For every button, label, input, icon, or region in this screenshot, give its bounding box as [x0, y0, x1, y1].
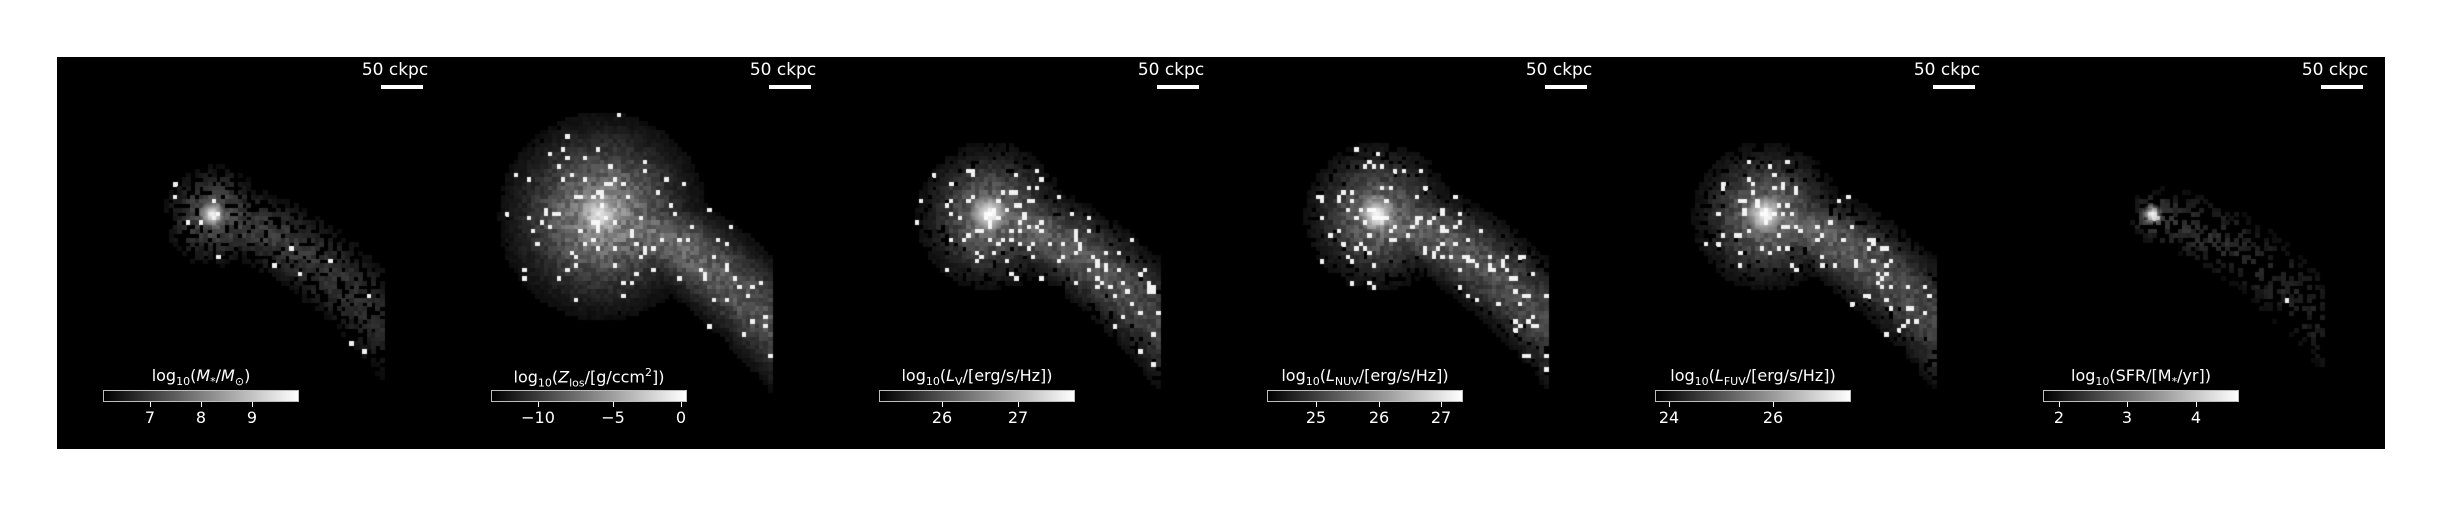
colorbar-tick — [942, 402, 943, 407]
colorbar-label: log10(LV/[erg/s/Hz]) — [901, 366, 1053, 389]
scalebar-label: 50 ckpc — [749, 60, 817, 80]
colorbar: log10(LFUV/[erg/s/Hz]) 24 26 — [1655, 366, 1851, 427]
scalebar-line — [1545, 85, 1587, 89]
colorbar-gradient — [879, 390, 1075, 402]
colorbar-label: log10(M*/M⊙) — [151, 366, 251, 389]
colorbar-tick-label: 26 — [1762, 408, 1784, 427]
colorbar-label: log10(SFR/[M*/yr]) — [2071, 366, 2211, 389]
panel-nuv-luminosity: 50 ckpc log10(LNUV/[erg/s/Hz]) 25 26 27 — [1221, 57, 1609, 449]
colorbar-tick-label: 7 — [144, 408, 156, 427]
colorbar-tick-label: −10 — [521, 408, 555, 427]
colorbar-tick-label: 27 — [1430, 408, 1452, 427]
scalebar-line — [769, 85, 811, 89]
panel-sfr: 50 ckpc log10(SFR/[M*/yr]) 2 3 4 — [1997, 57, 2385, 449]
colorbar: log10(LNUV/[erg/s/Hz]) 25 26 27 — [1267, 366, 1463, 427]
scalebar-line — [1933, 85, 1975, 89]
colorbar-tick-label: 26 — [1368, 408, 1390, 427]
colorbar-tick-label: 26 — [931, 408, 953, 427]
colorbar-tick — [2059, 402, 2060, 407]
colorbar-tick — [1669, 402, 1670, 407]
colorbar-tick — [1316, 402, 1317, 407]
colorbar-tick — [2196, 402, 2197, 407]
panel-stellar-mass: 50 ckpc log10(M*/M⊙) 7 8 9 — [57, 57, 445, 449]
colorbar-label: log10(Zlos/[g/ccm2]) — [513, 366, 665, 390]
map-image — [57, 57, 445, 449]
colorbar: log10(Zlos/[g/ccm2]) −10 −5 0 — [491, 366, 687, 427]
scalebar-line — [381, 85, 423, 89]
colorbar-label: log10(LNUV/[erg/s/Hz]) — [1281, 366, 1449, 389]
scalebar-line — [2321, 85, 2363, 89]
scalebar-label: 50 ckpc — [2301, 60, 2369, 80]
colorbar-tick-label: 3 — [2121, 408, 2133, 427]
colorbar: log10(SFR/[M*/yr]) 2 3 4 — [2043, 366, 2239, 427]
scalebar-line — [1157, 85, 1199, 89]
colorbar-tick-label: 2 — [2053, 408, 2065, 427]
scalebar-label: 50 ckpc — [361, 60, 429, 80]
colorbar-tick — [252, 402, 253, 407]
colorbar-tick — [1773, 402, 1774, 407]
colorbar-tick — [2127, 402, 2128, 407]
colorbar-label: log10(LFUV/[erg/s/Hz]) — [1670, 366, 1836, 389]
colorbar-tick-label: −5 — [601, 408, 625, 427]
colorbar-tick — [1441, 402, 1442, 407]
scalebar-label: 50 ckpc — [1137, 60, 1205, 80]
colorbar: log10(LV/[erg/s/Hz]) 26 27 — [879, 366, 1075, 427]
panel-metal-column: 50 ckpc log10(Zlos/[g/ccm2]) −10 −5 0 — [445, 57, 833, 449]
colorbar-tick-label: 24 — [1658, 408, 1680, 427]
colorbar-tick-label: 4 — [2190, 408, 2202, 427]
colorbar-gradient — [491, 390, 687, 402]
colorbar-tick — [613, 402, 614, 407]
scalebar-label: 50 ckpc — [1913, 60, 1981, 80]
colorbar-tick-label: 8 — [195, 408, 207, 427]
map-image — [833, 57, 1221, 449]
panel-v-luminosity: 50 ckpc log10(LV/[erg/s/Hz]) 26 27 — [833, 57, 1221, 449]
colorbar-gradient — [103, 390, 299, 402]
map-image — [1221, 57, 1609, 449]
colorbar-tick — [150, 402, 151, 407]
colorbar-gradient — [1655, 390, 1851, 402]
map-image — [1609, 57, 1997, 449]
colorbar-tick-label: 9 — [246, 408, 258, 427]
scalebar-label: 50 ckpc — [1525, 60, 1593, 80]
colorbar-tick — [681, 402, 682, 407]
colorbar-gradient — [2043, 390, 2239, 402]
colorbar: log10(M*/M⊙) 7 8 9 — [103, 366, 299, 427]
colorbar-tick-label: 25 — [1305, 408, 1327, 427]
colorbar-tick-label: 27 — [1007, 408, 1029, 427]
colorbar-tick — [1018, 402, 1019, 407]
colorbar-tick — [201, 402, 202, 407]
colorbar-tick — [538, 402, 539, 407]
colorbar-tick-label: 0 — [675, 408, 687, 427]
colorbar-tick — [1379, 402, 1380, 407]
colorbar-gradient — [1267, 390, 1463, 402]
map-image — [445, 57, 833, 449]
map-image — [1997, 57, 2385, 449]
panel-fuv-luminosity: 50 ckpc log10(LFUV/[erg/s/Hz]) 24 26 — [1609, 57, 1997, 449]
